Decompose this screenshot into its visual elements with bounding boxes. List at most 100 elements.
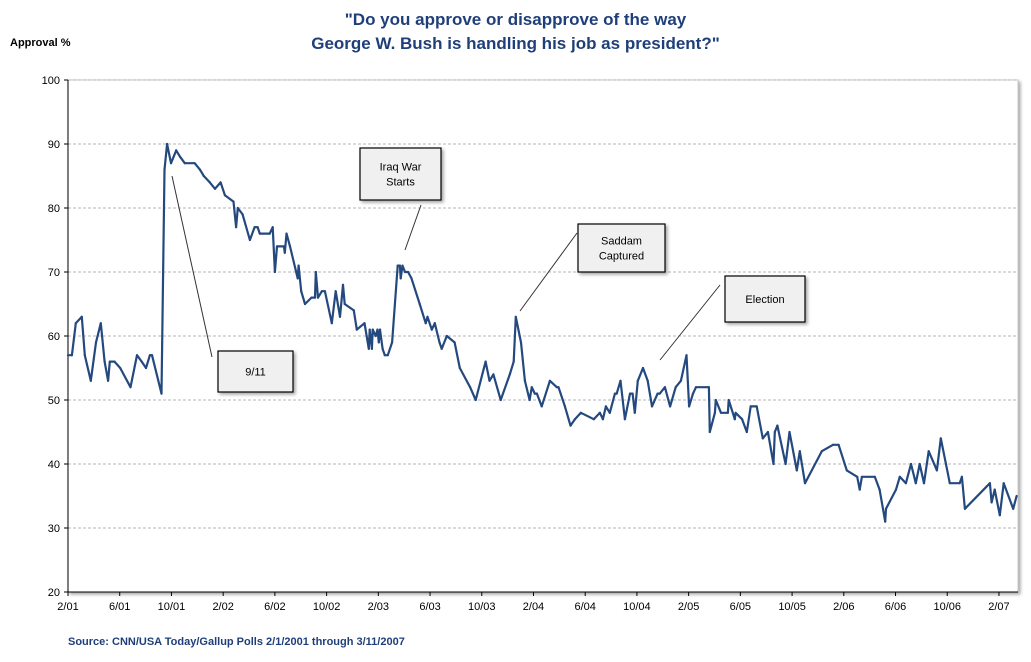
data-point bbox=[403, 270, 407, 274]
callout-9-11: 9/11 bbox=[171, 175, 294, 393]
chart-title-line-2: George W. Bush is handling his job as pr… bbox=[311, 34, 720, 53]
callout-label: Iraq War bbox=[380, 162, 422, 174]
data-point bbox=[406, 270, 410, 274]
data-point bbox=[371, 328, 374, 331]
data-point bbox=[271, 226, 274, 229]
data-point bbox=[119, 366, 122, 370]
data-point bbox=[613, 392, 617, 395]
data-point bbox=[831, 443, 835, 446]
data-point bbox=[313, 296, 317, 299]
data-point bbox=[103, 360, 106, 363]
x-tick-label: 6/05 bbox=[730, 601, 751, 613]
y-tick-label: 50 bbox=[48, 395, 60, 407]
data-point bbox=[386, 354, 389, 357]
data-point bbox=[376, 328, 379, 331]
x-tick-label: 10/03 bbox=[468, 601, 496, 613]
data-point bbox=[160, 392, 163, 395]
y-tick-label: 90 bbox=[48, 139, 60, 151]
data-point bbox=[894, 488, 898, 491]
data-point bbox=[234, 226, 238, 229]
data-point bbox=[208, 181, 211, 184]
callout-leader-line bbox=[659, 284, 721, 361]
callout-box bbox=[577, 223, 666, 273]
data-point bbox=[166, 142, 169, 146]
data-point bbox=[232, 200, 235, 203]
data-point bbox=[623, 418, 626, 421]
data-point bbox=[772, 462, 775, 466]
data-point bbox=[418, 302, 421, 306]
x-tick-label: 2/05 bbox=[678, 601, 699, 613]
data-point bbox=[253, 226, 256, 229]
callout-box bbox=[359, 147, 442, 201]
callout-election: Election bbox=[659, 275, 806, 361]
data-point bbox=[922, 482, 926, 485]
x-tick-label: 6/03 bbox=[419, 601, 440, 613]
data-point bbox=[316, 296, 320, 299]
data-point bbox=[426, 315, 429, 318]
x-tick-label: 10/01 bbox=[158, 601, 186, 613]
data-point bbox=[469, 386, 472, 389]
x-tick-label: 6/01 bbox=[109, 601, 130, 613]
y-axis-label: Approval % bbox=[10, 37, 71, 49]
data-point bbox=[474, 398, 477, 402]
data-point bbox=[108, 360, 111, 363]
data-point bbox=[708, 430, 711, 434]
data-point bbox=[1002, 482, 1005, 485]
data-point bbox=[773, 430, 776, 434]
data-point bbox=[685, 354, 688, 357]
data-point bbox=[175, 149, 178, 152]
data-point bbox=[679, 379, 682, 382]
data-point bbox=[592, 418, 595, 421]
data-point bbox=[615, 392, 618, 395]
data-point bbox=[300, 290, 303, 293]
y-tick-label: 80 bbox=[48, 203, 60, 215]
data-point bbox=[548, 379, 551, 382]
data-point bbox=[573, 418, 576, 421]
data-point bbox=[282, 245, 286, 248]
data-point bbox=[129, 386, 132, 389]
data-point bbox=[776, 424, 779, 427]
callout-label: Saddam bbox=[601, 236, 642, 248]
data-point bbox=[749, 405, 752, 408]
data-point bbox=[619, 379, 622, 382]
data-point bbox=[656, 392, 659, 395]
data-point bbox=[338, 315, 342, 318]
data-point bbox=[734, 411, 737, 414]
data-point bbox=[453, 341, 456, 344]
data-point bbox=[183, 162, 186, 165]
data-point bbox=[719, 411, 723, 414]
data-point bbox=[391, 341, 394, 344]
data-point bbox=[330, 322, 333, 325]
data-point bbox=[569, 424, 572, 427]
data-point bbox=[884, 520, 887, 523]
data-point bbox=[320, 290, 323, 293]
data-point bbox=[268, 232, 271, 235]
data-point bbox=[396, 264, 399, 267]
callout-saddam-captured: Saddam Captured bbox=[519, 223, 666, 312]
data-point bbox=[856, 475, 859, 478]
data-point bbox=[310, 296, 313, 299]
callout-leader-line bbox=[519, 232, 578, 312]
data-point bbox=[755, 405, 758, 408]
data-point bbox=[990, 501, 993, 504]
data-point bbox=[898, 475, 901, 478]
data-point bbox=[401, 264, 404, 267]
data-point bbox=[106, 379, 110, 382]
data-point bbox=[878, 488, 881, 491]
x-tick-label: 2/04 bbox=[523, 601, 544, 613]
data-point bbox=[523, 379, 526, 382]
data-point bbox=[370, 347, 373, 350]
x-tick-label: 2/07 bbox=[988, 601, 1009, 613]
x-tick-label: 6/06 bbox=[885, 601, 906, 613]
y-tick-label: 100 bbox=[42, 75, 60, 87]
data-point bbox=[223, 194, 226, 197]
data-point bbox=[563, 405, 567, 408]
callout-leader-line bbox=[404, 204, 422, 251]
data-point bbox=[860, 475, 864, 478]
source-note: Source: CNN/USA Today/Gallup Polls 2/1/2… bbox=[68, 636, 405, 648]
data-point bbox=[555, 386, 558, 389]
data-point bbox=[273, 270, 276, 274]
data-point bbox=[198, 168, 201, 171]
data-point bbox=[904, 482, 907, 485]
data-point bbox=[135, 354, 139, 357]
